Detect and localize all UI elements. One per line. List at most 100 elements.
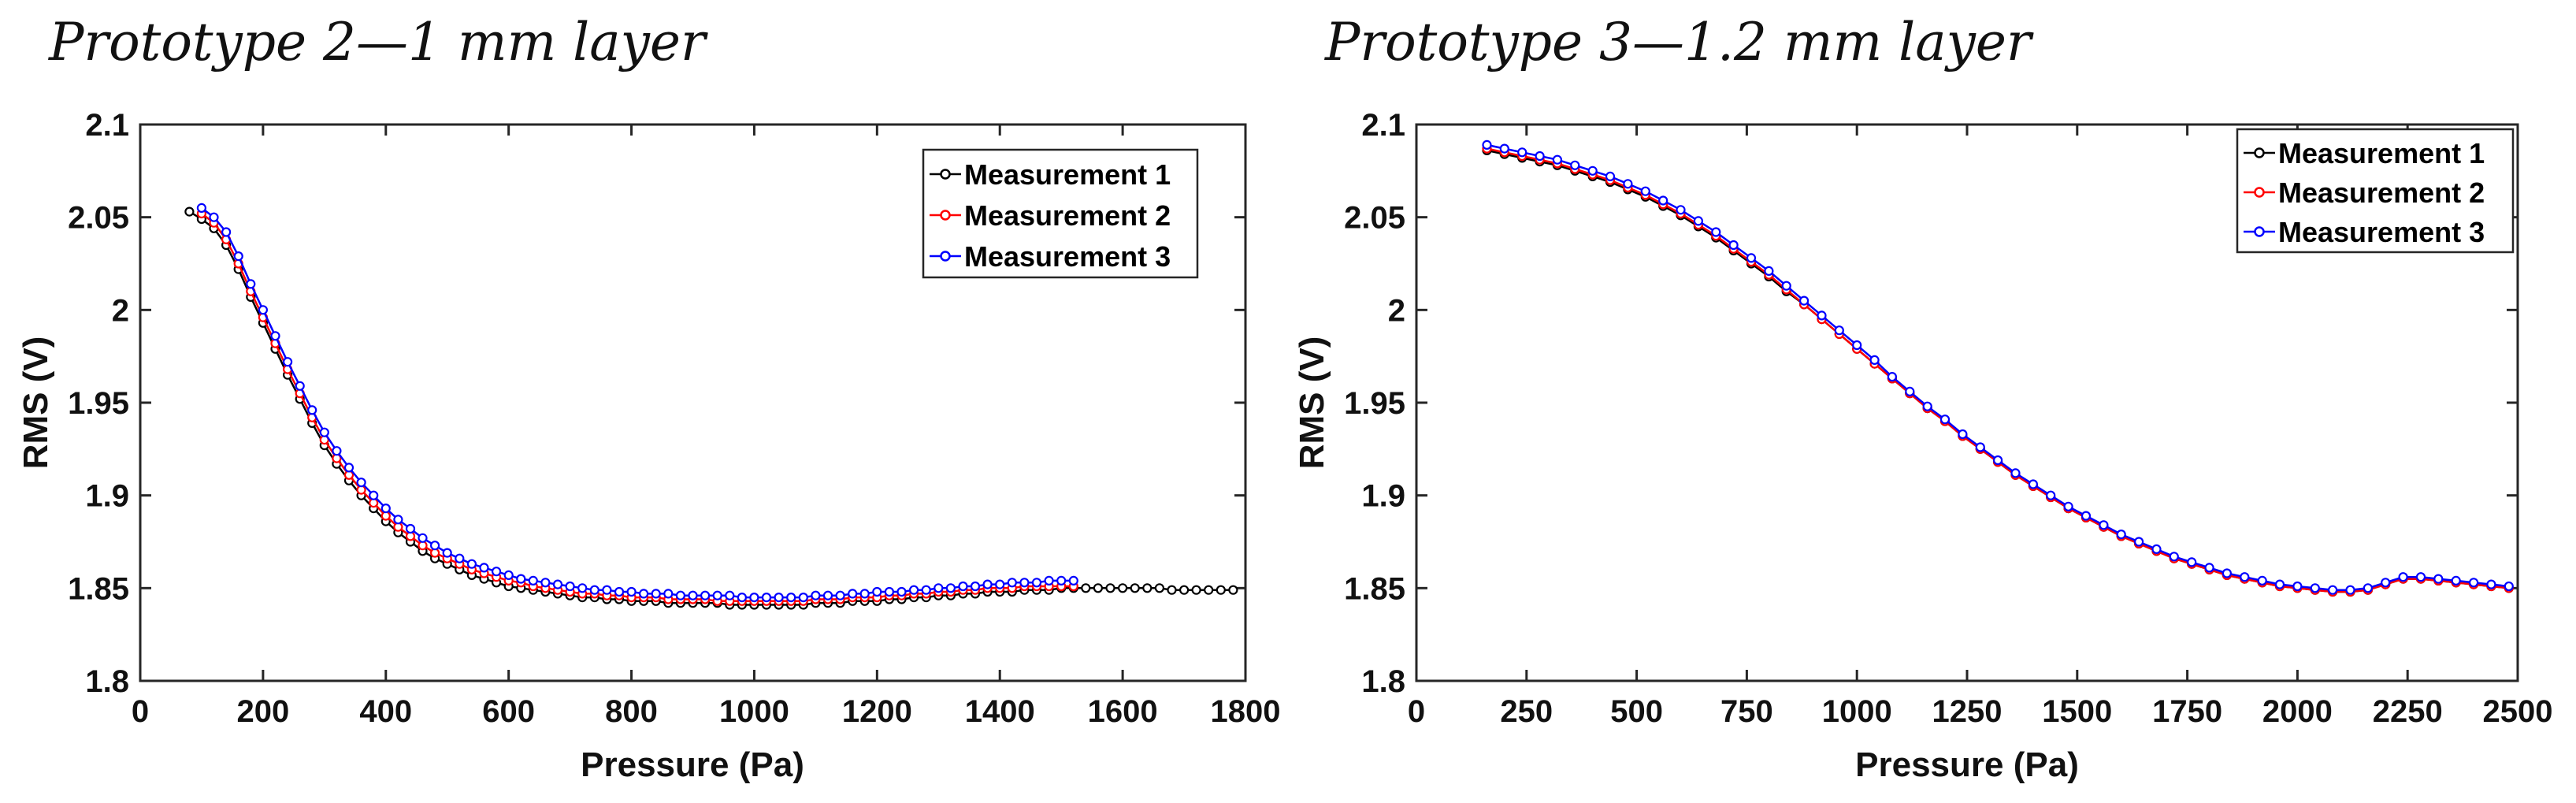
- data-point: [1130, 583, 1140, 593]
- legend-label-1: Measurement 1: [2278, 137, 2485, 169]
- data-point: [761, 592, 772, 603]
- data-point: [2046, 490, 2056, 500]
- data-point: [2274, 579, 2285, 589]
- y-tick-label: 1.95: [1344, 386, 1405, 421]
- x-tick-label: 2500: [2483, 694, 2553, 729]
- data-point: [2204, 563, 2214, 573]
- data-point: [1068, 575, 1078, 586]
- data-point: [2345, 585, 2355, 595]
- y-tick-label: 1.95: [68, 386, 129, 421]
- data-point: [921, 585, 931, 595]
- legend-entry: Measurement 3: [2244, 216, 2485, 248]
- data-point: [184, 206, 195, 217]
- data-point: [1993, 455, 2003, 466]
- data-point: [1728, 240, 1739, 251]
- data-point: [2028, 479, 2038, 489]
- data-point: [2310, 583, 2320, 593]
- legend-marker-3: [2254, 226, 2265, 237]
- data-point: [786, 592, 796, 603]
- legend-marker-1: [940, 169, 951, 180]
- y-tick-label: 2.05: [68, 201, 129, 236]
- data-point: [626, 586, 637, 597]
- data-point: [835, 590, 845, 600]
- data-point: [2240, 572, 2250, 582]
- data-point: [2099, 520, 2109, 530]
- x-axis-label: Pressure (Pa): [1855, 745, 2079, 784]
- data-point: [442, 548, 452, 558]
- legend-entry: Measurement 3: [930, 240, 1171, 273]
- data-point: [2398, 572, 2408, 582]
- legend-entry: Measurement 1: [930, 158, 1171, 191]
- data-point: [884, 586, 895, 597]
- data-point: [675, 590, 686, 600]
- y-tick-label: 1.8: [1361, 664, 1405, 699]
- data-point: [1640, 186, 1650, 196]
- x-tick-label: 400: [359, 694, 412, 729]
- data-point: [466, 559, 477, 569]
- y-tick-label: 1.8: [85, 664, 129, 699]
- data-point: [196, 203, 206, 213]
- plot-frame: [139, 123, 1247, 682]
- data-point: [1142, 583, 1153, 593]
- data-point: [1764, 266, 1774, 276]
- data-point: [209, 212, 219, 222]
- data-point: [2116, 529, 2126, 540]
- x-tick-label: 1000: [719, 694, 789, 729]
- data-point: [1517, 147, 1527, 158]
- data-point: [1834, 325, 1844, 336]
- data-point: [822, 590, 833, 600]
- data-point: [246, 279, 256, 289]
- data-point: [380, 503, 391, 514]
- data-point: [638, 589, 649, 599]
- data-point: [393, 515, 403, 525]
- data-point: [1093, 583, 1104, 593]
- data-point: [1939, 415, 1951, 425]
- data-point: [2222, 568, 2232, 578]
- legend-marker-3: [940, 251, 951, 262]
- data-point: [405, 523, 416, 534]
- x-tick-label: 1400: [965, 694, 1035, 729]
- legend-entry: Measurement 2: [930, 199, 1171, 232]
- data-point: [258, 305, 268, 315]
- data-point: [233, 251, 243, 262]
- data-point: [2433, 574, 2444, 584]
- y-axis-label: RMS (V): [1293, 336, 1331, 470]
- data-point: [1905, 386, 1915, 396]
- data-point: [1044, 575, 1054, 586]
- data-point: [503, 570, 514, 581]
- data-point: [2151, 544, 2162, 555]
- data-point: [307, 405, 317, 415]
- x-tick-label: 250: [1500, 694, 1553, 729]
- x-tick-label: 0: [132, 694, 149, 729]
- data-point: [848, 589, 858, 599]
- data-point: [356, 478, 366, 488]
- data-point: [1167, 585, 1177, 595]
- data-point: [663, 589, 674, 599]
- legend-marker-2: [940, 210, 951, 221]
- y-tick-label: 1.9: [85, 479, 129, 514]
- legend-label-3: Measurement 3: [2278, 216, 2485, 248]
- legend-label-3: Measurement 3: [964, 240, 1171, 273]
- data-point: [1570, 160, 1580, 170]
- x-tick-label: 1250: [1932, 694, 2003, 729]
- x-tick-label: 1200: [842, 694, 912, 729]
- data-point: [896, 586, 907, 597]
- data-point: [1535, 151, 1545, 162]
- data-point: [1746, 253, 1757, 263]
- data-point: [725, 590, 735, 600]
- data-point: [2169, 552, 2179, 562]
- data-point: [1852, 340, 1862, 351]
- data-point: [811, 590, 821, 600]
- data-point: [221, 227, 232, 237]
- y-tick-label: 1.85: [1344, 571, 1405, 606]
- data-point: [602, 585, 612, 595]
- data-point: [343, 463, 354, 473]
- data-point: [945, 583, 956, 593]
- data-point: [1693, 216, 1703, 226]
- y-tick-label: 2.05: [1344, 201, 1405, 236]
- data-point: [958, 581, 968, 592]
- legend: Measurement 1 Measurement 2 Measurement …: [2236, 128, 2515, 254]
- legend-box: [922, 148, 1199, 279]
- x-tick-label: 2250: [2373, 694, 2443, 729]
